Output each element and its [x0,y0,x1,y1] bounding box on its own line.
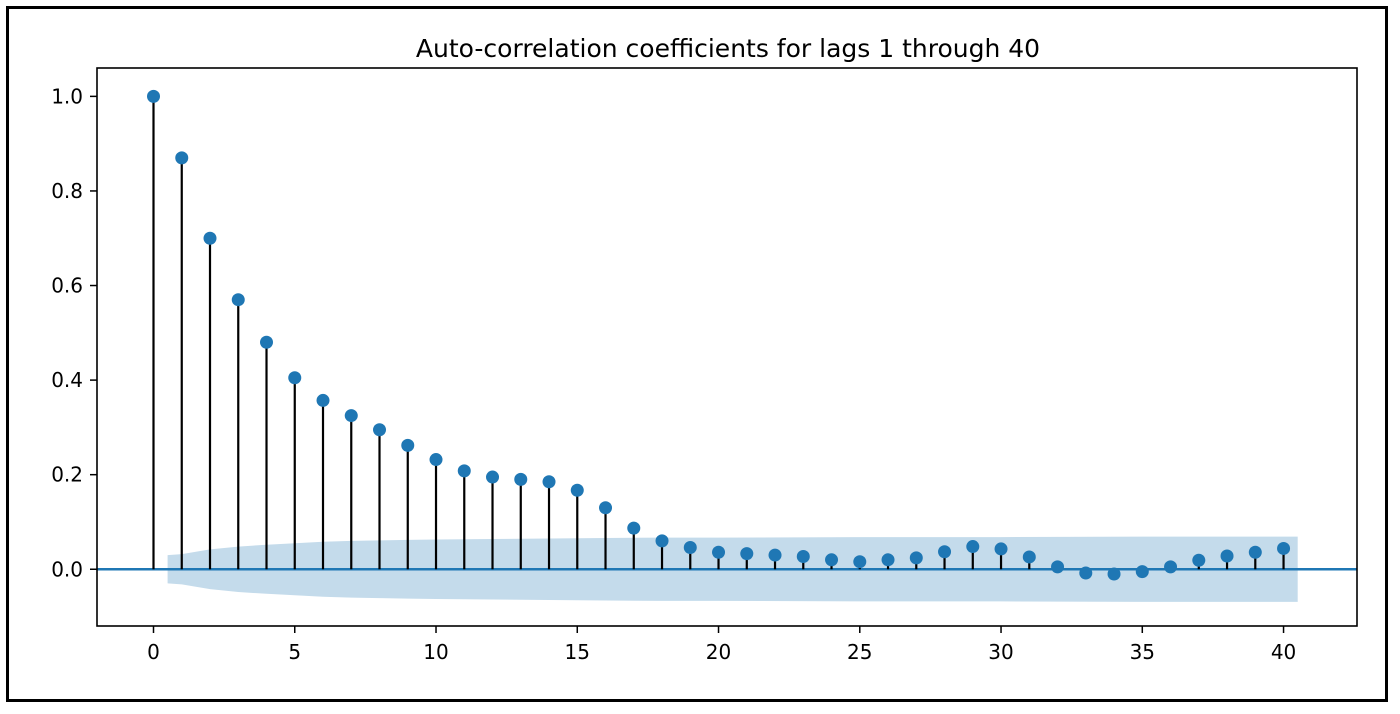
chart-title: Auto-correlation coefficients for lags 1… [416,34,1040,63]
marker-lag-38 [1221,550,1234,563]
marker-lag-22 [769,549,782,562]
x-axis-ticks: 0 5 10 15 20 25 30 35 40 [147,626,1296,664]
marker-lag-32 [1051,560,1064,573]
y-axis-ticks: 0.0 0.2 0.4 0.6 0.8 1.0 [51,84,97,581]
marker-lag-2 [204,232,217,245]
marker-lag-25 [853,555,866,568]
marker-lag-11 [458,464,471,477]
marker-lag-6 [317,394,330,407]
x-tick-label: 5 [288,640,301,664]
marker-lag-33 [1079,567,1092,580]
marker-lag-31 [1023,550,1036,563]
marker-lag-4 [260,336,273,349]
y-tick-label: 1.0 [51,84,83,108]
x-tick-label: 35 [1130,640,1155,664]
x-tick-label: 15 [565,640,590,664]
marker-lag-19 [684,541,697,554]
y-tick-label: 0.2 [51,463,83,487]
y-tick-label: 0.8 [51,179,83,203]
marker-lag-16 [599,501,612,514]
marker-lag-35 [1136,565,1149,578]
x-tick-label: 0 [147,640,160,664]
x-tick-label: 40 [1271,640,1296,664]
x-tick-label: 30 [988,640,1013,664]
marker-lag-36 [1164,560,1177,573]
marker-lag-27 [910,551,923,564]
marker-lag-29 [966,540,979,553]
marker-lag-0 [147,90,160,103]
marker-lag-24 [825,553,838,566]
marker-lag-14 [543,475,556,488]
marker-lag-21 [740,547,753,560]
x-tick-label: 10 [423,640,448,664]
marker-lag-20 [712,546,725,559]
marker-lag-5 [288,371,301,384]
marker-lag-1 [175,151,188,164]
marker-lag-40 [1277,542,1290,555]
marker-lag-3 [232,293,245,306]
y-tick-label: 0.0 [51,557,83,581]
marker-lag-8 [373,423,386,436]
marker-lag-17 [627,522,640,535]
y-tick-label: 0.4 [51,368,83,392]
marker-lag-30 [995,542,1008,555]
x-tick-label: 25 [847,640,872,664]
marker-lag-7 [345,409,358,422]
marker-lag-34 [1108,567,1121,580]
x-tick-label: 20 [706,640,731,664]
marker-lag-37 [1192,554,1205,567]
marker-lag-13 [514,473,527,486]
marker-lag-15 [571,484,584,497]
marker-lag-23 [797,550,810,563]
stem-layer [154,96,1284,574]
marker-lag-10 [430,453,443,466]
y-tick-label: 0.6 [51,274,83,298]
marker-lag-9 [401,439,414,452]
marker-layer [147,90,1290,581]
marker-lag-18 [656,534,669,547]
marker-lag-26 [882,553,895,566]
marker-lag-39 [1249,546,1262,559]
marker-lag-12 [486,471,499,484]
marker-lag-28 [938,545,951,558]
